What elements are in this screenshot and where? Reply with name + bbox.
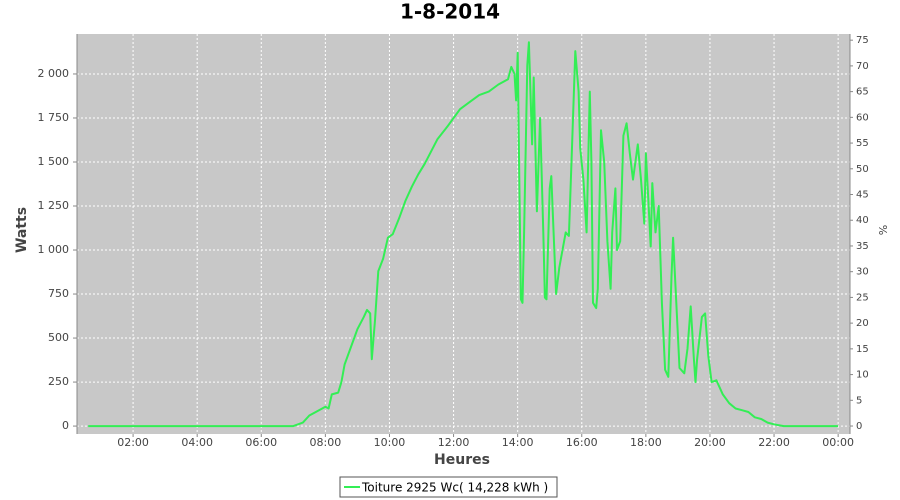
x-tick-label: 12:00: [438, 436, 470, 449]
x-tick-label: 08:00: [310, 436, 342, 449]
y2-tick-label: 0: [856, 421, 862, 432]
x-tick-label: 20:00: [694, 436, 726, 449]
x-tick-label: 04:00: [181, 436, 213, 449]
y2-tick-label: 70: [856, 61, 869, 72]
x-tick-label: 14:00: [502, 436, 534, 449]
y-tick-label: 2 000: [38, 67, 70, 80]
legend-label: Toiture 2925 Wc( 14,228 kWh ): [361, 481, 548, 495]
y-tick-label: 1 000: [38, 243, 70, 256]
chart-title: 1-8-2014: [400, 0, 500, 24]
y-tick-label: 500: [48, 331, 69, 344]
y2-axis-label: %: [877, 225, 890, 235]
y2-tick-label: 20: [856, 318, 869, 329]
x-tick-label: 00:00: [822, 436, 854, 449]
legend: [339, 476, 558, 498]
x-tick-label: 16:00: [566, 436, 598, 449]
plot-area: [77, 34, 850, 434]
y2-tick-label: 40: [856, 215, 869, 226]
x-tick-label: 22:00: [758, 436, 790, 449]
x-tick-label: 06:00: [245, 436, 277, 449]
y2-tick-label: 10: [856, 370, 869, 381]
x-tick-label: 02:00: [117, 436, 149, 449]
y2-tick-label: 25: [856, 292, 869, 303]
y2-tick-label: 55: [856, 138, 869, 149]
y2-tick-label: 15: [856, 344, 869, 355]
series-line: [88, 41, 839, 428]
y-tick-label: 1 500: [38, 155, 70, 168]
y2-tick-label: 60: [856, 112, 869, 123]
x-axis-label: Heures: [434, 452, 490, 468]
y2-tick-label: 65: [856, 87, 869, 98]
y-axis-label: Watts: [14, 207, 30, 253]
y-tick-label: 1 250: [38, 199, 70, 212]
y-tick-label: 750: [48, 287, 69, 300]
x-tick-label: 10:00: [374, 436, 406, 449]
x-tick-label: 18:00: [630, 436, 662, 449]
y2-tick-label: 35: [856, 241, 869, 252]
y-tick-label: 1 750: [38, 111, 70, 124]
y2-tick-label: 5: [856, 395, 862, 406]
y2-tick-label: 75: [856, 35, 869, 46]
y2-tick-label: 45: [856, 190, 869, 201]
y-tick-label: 0: [62, 419, 69, 432]
y-tick-label: 250: [48, 375, 69, 388]
y2-tick-label: 50: [856, 164, 869, 175]
y2-tick-label: 30: [856, 267, 869, 278]
